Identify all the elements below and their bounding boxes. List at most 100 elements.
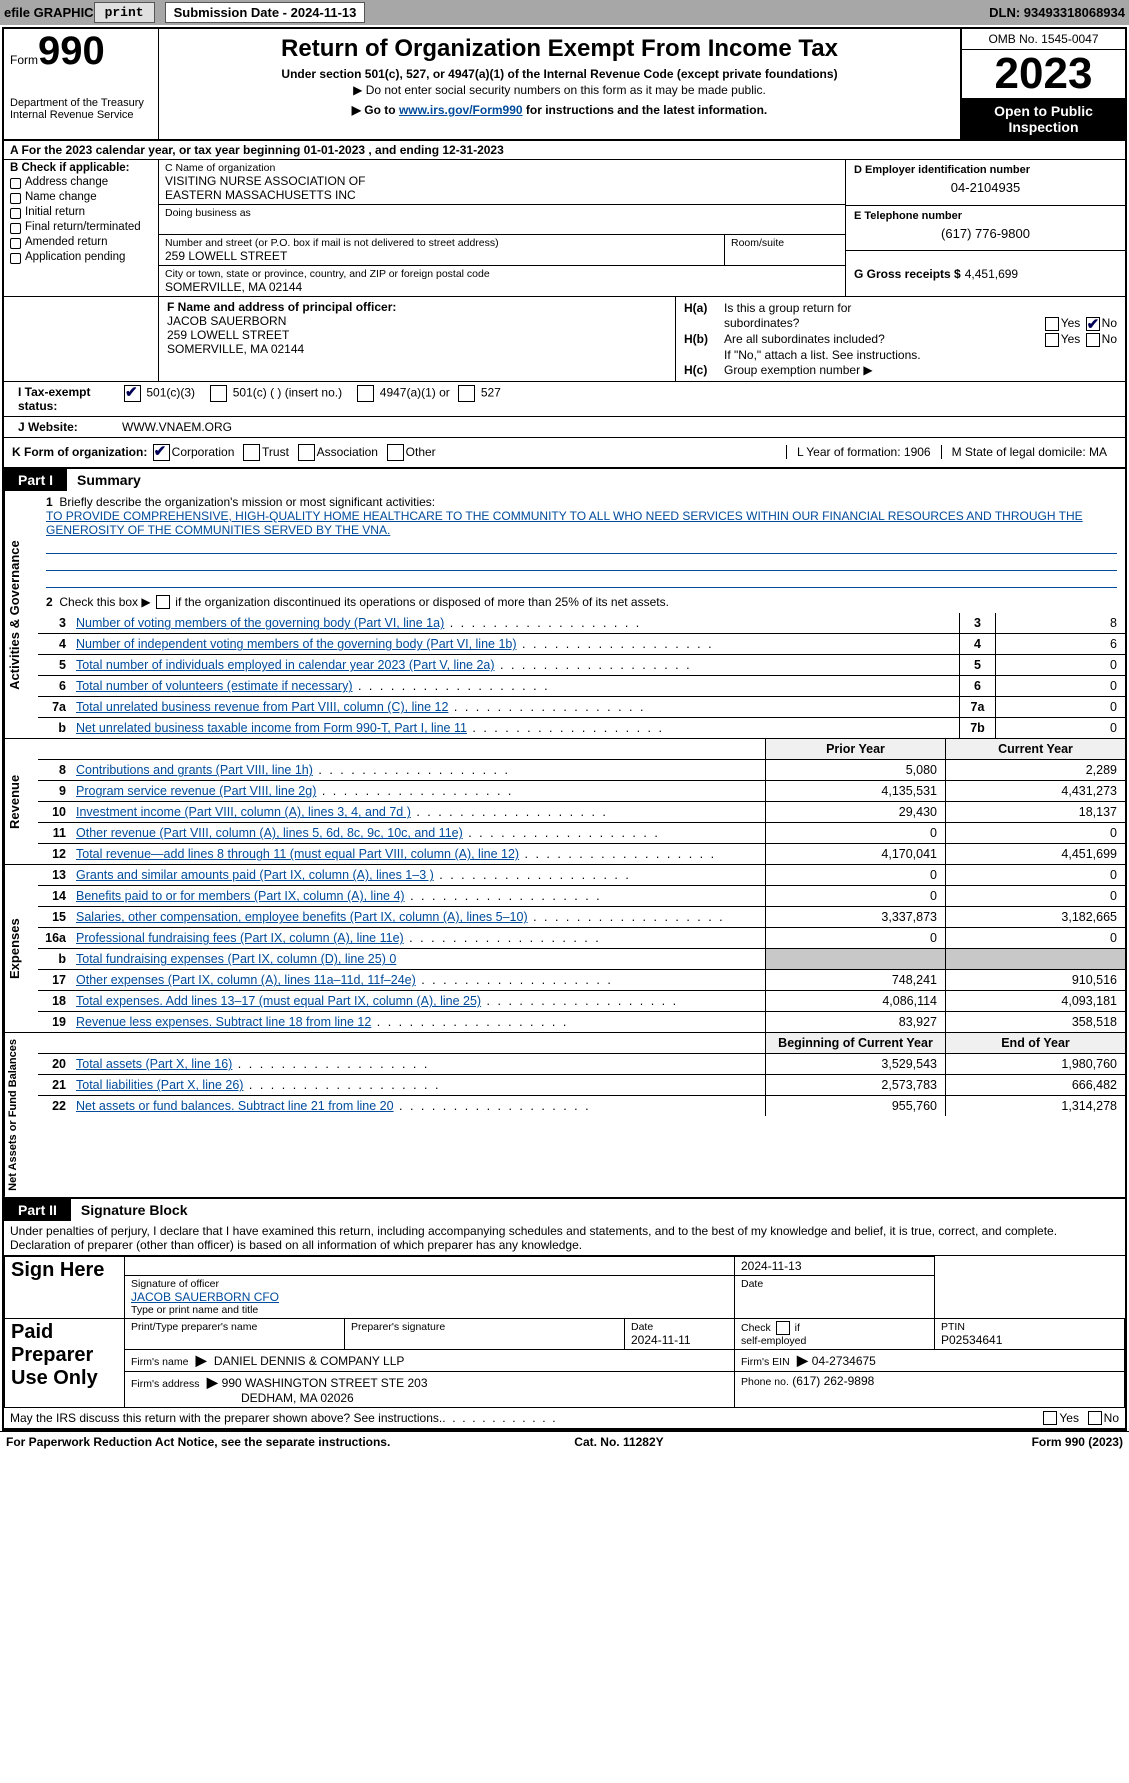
state-domicile: M State of legal domicile: MA (941, 445, 1117, 459)
hb-yes[interactable] (1045, 333, 1059, 347)
firm-ein: 04-2734675 (812, 1354, 876, 1368)
rev-line-12: 12Total revenue—add lines 8 through 11 (… (38, 844, 1125, 864)
perjury-declaration: Under penalties of perjury, I declare th… (4, 1221, 1125, 1256)
rev-line-9: 9Program service revenue (Part VIII, lin… (38, 781, 1125, 802)
gov-line-4: 4Number of independent voting members of… (38, 634, 1125, 655)
ha-yes[interactable] (1045, 317, 1059, 331)
mission-text: TO PROVIDE COMPREHENSIVE, HIGH-QUALITY H… (46, 509, 1083, 537)
net-line-21: 21Total liabilities (Part X, line 26)2,5… (38, 1075, 1125, 1096)
subtitle-1: Under section 501(c), 527, or 4947(a)(1)… (167, 67, 952, 81)
chk-association[interactable] (298, 444, 315, 461)
group-return-block: H(a) Is this a group return for subordin… (675, 297, 1125, 381)
chk-final-return[interactable] (10, 223, 21, 234)
gross-receipts: 4,451,699 (965, 267, 1018, 281)
part2-header: Part II Signature Block (4, 1199, 1125, 1221)
chk-527[interactable] (458, 385, 475, 402)
gov-line-6: 6Total number of volunteers (estimate if… (38, 676, 1125, 697)
exp-line-b: bTotal fundraising expenses (Part IX, co… (38, 949, 1125, 970)
form-outer: Form990 Department of the Treasury Inter… (2, 27, 1127, 1431)
exp-line-14: 14Benefits paid to or for members (Part … (38, 886, 1125, 907)
discuss-row: May the IRS discuss this return with the… (4, 1408, 1125, 1429)
row-a-period: A For the 2023 calendar year, or tax yea… (4, 141, 1125, 160)
rev-line-11: 11Other revenue (Part VIII, column (A), … (38, 823, 1125, 844)
col-b-checkboxes: B Check if applicable: Address change Na… (4, 160, 159, 296)
chk-initial-return[interactable] (10, 208, 21, 219)
form-id-block: Form990 Department of the Treasury Inter… (4, 29, 159, 139)
row-i-tax-status: I Tax-exempt status: 501(c)(3) 501(c) ( … (4, 382, 1125, 417)
net-line-20: 20Total assets (Part X, line 16)3,529,54… (38, 1054, 1125, 1075)
ptin: P02534641 (941, 1333, 1118, 1347)
form-header: Form990 Department of the Treasury Inter… (4, 29, 1125, 141)
dln-label: DLN: 93493318068934 (989, 5, 1125, 20)
efile-label: efile GRAPHIC (4, 5, 94, 20)
gov-line-7b: bNet unrelated business taxable income f… (38, 718, 1125, 738)
gov-line-7a: 7aTotal unrelated business revenue from … (38, 697, 1125, 718)
row-j-website: J Website: WWW.VNAEM.ORG (4, 417, 1125, 438)
officer-signature[interactable]: JACOB SAUERBORN CFO (131, 1290, 279, 1304)
submission-date: Submission Date - 2024-11-13 (165, 2, 366, 23)
telephone: (617) 776-9800 (854, 226, 1117, 241)
rev-line-8: 8Contributions and grants (Part VIII, li… (38, 760, 1125, 781)
ein: 04-2104935 (854, 180, 1117, 195)
chk-application-pending[interactable] (10, 253, 21, 264)
gov-line-3: 3Number of voting members of the governi… (38, 613, 1125, 634)
paid-preparer-label: Paid Preparer Use Only (5, 1319, 125, 1408)
chk-501c3[interactable] (124, 385, 141, 402)
form-number: 990 (38, 29, 105, 73)
print-button[interactable]: print (94, 2, 155, 23)
org-name: VISITING NURSE ASSOCIATION OF EASTERN MA… (165, 174, 839, 202)
chk-name-change[interactable] (10, 193, 21, 204)
chk-self-employed[interactable] (776, 1321, 790, 1335)
exp-line-16a: 16aProfessional fundraising fees (Part I… (38, 928, 1125, 949)
signature-table: Sign Here 2024-11-13 Signature of office… (4, 1256, 1125, 1408)
entity-block: B Check if applicable: Address change Na… (4, 160, 1125, 297)
col-c-org-info: C Name of organization VISITING NURSE AS… (159, 160, 845, 296)
gov-line-5: 5Total number of individuals employed in… (38, 655, 1125, 676)
org-city: SOMERVILLE, MA 02144 (165, 280, 839, 294)
section-expenses: Expenses 13Grants and similar amounts pa… (4, 865, 1125, 1033)
discuss-no[interactable] (1088, 1411, 1102, 1425)
chk-501c[interactable] (210, 385, 227, 402)
efile-header-bar: efile GRAPHIC print Submission Date - 20… (0, 0, 1129, 25)
chk-4947[interactable] (357, 385, 374, 402)
chk-other[interactable] (387, 444, 404, 461)
chk-amended-return[interactable] (10, 238, 21, 249)
sign-date: 2024-11-13 (735, 1257, 935, 1276)
year-formation: L Year of formation: 1906 (786, 445, 941, 459)
public-inspection: Open to Public Inspection (962, 99, 1125, 139)
exp-line-19: 19Revenue less expenses. Subtract line 1… (38, 1012, 1125, 1032)
org-street: 259 LOWELL STREET (165, 249, 718, 263)
exp-line-15: 15Salaries, other compensation, employee… (38, 907, 1125, 928)
firm-phone: (617) 262-9898 (792, 1374, 874, 1388)
principal-officer: F Name and address of principal officer:… (159, 297, 675, 381)
chk-address-change[interactable] (10, 178, 21, 189)
form-title: Return of Organization Exempt From Incom… (167, 35, 952, 63)
ha-no[interactable] (1086, 317, 1100, 331)
instructions-link[interactable]: www.irs.gov/Form990 (399, 103, 523, 117)
exp-line-18: 18Total expenses. Add lines 13–17 (must … (38, 991, 1125, 1012)
officer-group-block: F Name and address of principal officer:… (4, 297, 1125, 382)
discuss-yes[interactable] (1043, 1411, 1057, 1425)
part1-header: Part I Summary (4, 469, 1125, 491)
hb-no[interactable] (1086, 333, 1100, 347)
omb-number: OMB No. 1545-0047 (962, 29, 1125, 50)
chk-trust[interactable] (243, 444, 260, 461)
website: WWW.VNAEM.ORG (122, 420, 232, 434)
col-d-contact: D Employer identification number 04-2104… (845, 160, 1125, 296)
sign-here-label: Sign Here (5, 1257, 125, 1319)
firm-name: DANIEL DENNIS & COMPANY LLP (214, 1354, 405, 1368)
form-meta-block: OMB No. 1545-0047 2023 Open to Public In… (960, 29, 1125, 139)
chk-corporation[interactable] (153, 444, 170, 461)
chk-discontinued[interactable] (156, 595, 170, 609)
treasury-label: Department of the Treasury Internal Reve… (10, 97, 152, 121)
rev-line-10: 10Investment income (Part VIII, column (… (38, 802, 1125, 823)
form-title-block: Return of Organization Exempt From Incom… (159, 29, 960, 139)
net-line-22: 22Net assets or fund balances. Subtract … (38, 1096, 1125, 1116)
row-k-form-org: K Form of organization: Corporation Trus… (4, 438, 1125, 469)
exp-line-17: 17Other expenses (Part IX, column (A), l… (38, 970, 1125, 991)
tax-year: 2023 (962, 50, 1125, 99)
section-governance: Activities & Governance 1 Briefly descri… (4, 491, 1125, 740)
line-1-mission: 1 Briefly describe the organization's mi… (38, 491, 1125, 588)
exp-line-13: 13Grants and similar amounts paid (Part … (38, 865, 1125, 886)
section-net-assets: Net Assets or Fund Balances Beginning of… (4, 1033, 1125, 1199)
